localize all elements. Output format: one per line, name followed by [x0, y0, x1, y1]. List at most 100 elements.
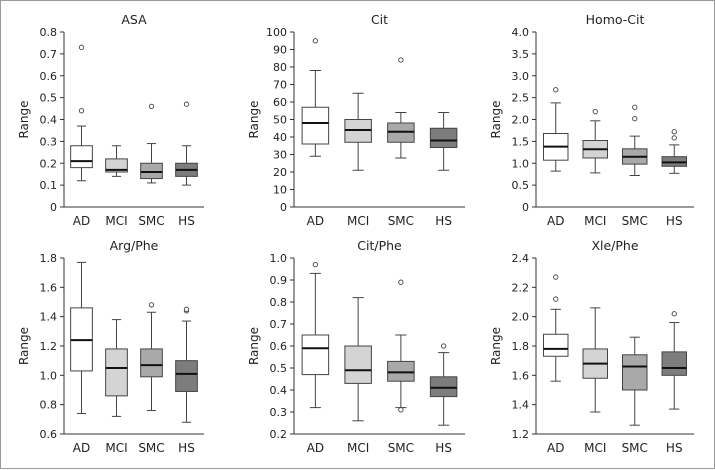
y-tick-label-xle-phe: 2.0	[512, 311, 530, 324]
box-asa-ad	[70, 44, 93, 182]
x-tick-label-asa-smc: SMC	[138, 214, 164, 228]
x-tick-label-asa-ad: AD	[73, 214, 90, 228]
y-axis-label-asa: Range	[17, 100, 31, 138]
y-tick-label-cit-phe: 0.2	[270, 428, 288, 441]
x-tick-label-cit-smc: SMC	[388, 214, 414, 228]
y-tick-label-cit: 60	[273, 96, 287, 109]
y-tick-label-cit: 0	[280, 201, 287, 214]
box-xle-phe-mci	[582, 307, 608, 413]
panel-title-asa: ASA	[121, 12, 147, 27]
y-tick-label-cit: 40	[273, 131, 287, 144]
y-tick-label-cit-phe: 0.7	[270, 318, 288, 331]
outlier-point	[671, 311, 677, 317]
y-tick-label-asa: 0.2	[40, 157, 58, 170]
y-tick-label-homo-cit: 0.5	[512, 179, 530, 192]
y-tick-label-arg-phe: 1.8	[40, 252, 58, 265]
x-tick-label-cit-phe-ad: AD	[307, 441, 324, 455]
y-tick-label-cit-phe: 0.4	[270, 384, 288, 397]
y-axis-label-arg-phe: Range	[17, 327, 31, 365]
outlier-point	[592, 108, 598, 115]
y-tick-label-homo-cit: 3.0	[512, 70, 530, 83]
x-tick-label-cit-mci: MCI	[347, 214, 369, 228]
panel-title-cit: Cit	[371, 12, 388, 27]
box-asa-hs	[175, 101, 198, 186]
box-body	[622, 354, 648, 391]
outlier-point	[632, 115, 638, 122]
y-tick-label-asa: 0.6	[40, 70, 58, 83]
panel-title-cit-phe: Cit/Phe	[357, 238, 402, 253]
box-body	[661, 351, 687, 376]
panel-title-arg-phe: Arg/Phe	[110, 238, 159, 253]
box-cit-phe-smc	[387, 279, 415, 413]
outlier-point	[78, 44, 85, 50]
box-cit-mci	[344, 92, 372, 171]
y-tick-label-arg-phe: 1.2	[40, 340, 58, 353]
x-tick-label-homo-cit-hs: HS	[666, 214, 683, 228]
panel-homo-cit: Homo-Cit Range 0 0.5 1.0 1.5 2.0 2.5 3.0 3.5 4.0 AD…	[489, 12, 694, 228]
y-tick-label-homo-cit: 3.5	[512, 48, 530, 61]
y-tick-label-homo-cit: 1.0	[512, 157, 530, 170]
box-xle-phe-ad	[543, 274, 569, 382]
box-body	[301, 106, 330, 145]
y-tick-label-xle-phe: 1.2	[512, 428, 530, 441]
box-xle-phe-hs	[661, 311, 687, 410]
y-tick-label-cit: 30	[273, 149, 287, 162]
box-body	[344, 345, 372, 384]
box-homo-cit-hs	[661, 129, 687, 174]
outlier-point	[148, 302, 155, 308]
box-body	[175, 360, 198, 392]
panel-cit: Cit Range 0 10 20 30 40 50 60 70 80 90 100 AD MCI SMC HS	[247, 12, 465, 228]
x-tick-label-asa-hs: HS	[178, 214, 195, 228]
y-tick-label-arg-phe: 0.8	[40, 399, 58, 412]
box-body	[105, 158, 128, 173]
y-tick-label-homo-cit: 0	[522, 201, 529, 214]
y-tick-label-cit-phe: 0.9	[270, 274, 288, 287]
x-tick-label-xle-phe-mci: MCI	[584, 441, 606, 455]
y-tick-label-xle-phe: 1.6	[512, 369, 530, 382]
box-arg-phe-ad	[70, 261, 93, 414]
box-body	[140, 348, 163, 378]
y-axis-label-cit-phe: Range	[247, 327, 261, 365]
x-tick-label-xle-phe-hs: HS	[666, 441, 683, 455]
box-cit-phe-ad	[301, 261, 330, 409]
box-xle-phe-smc	[622, 336, 648, 426]
y-tick-label-homo-cit: 1.5	[512, 135, 530, 148]
y-tick-label-cit: 50	[273, 114, 287, 127]
x-tick-label-arg-phe-ad: AD	[73, 441, 90, 455]
outlier-point	[440, 343, 447, 349]
y-tick-label-asa: 0.7	[40, 48, 58, 61]
y-tick-label-asa: 0	[50, 201, 57, 214]
y-tick-label-cit-phe: 0.3	[270, 406, 288, 419]
x-tick-label-asa-mci: MCI	[105, 214, 127, 228]
outlier-point	[183, 306, 190, 312]
outlier-point	[183, 101, 190, 107]
x-tick-label-homo-cit-mci: MCI	[584, 214, 606, 228]
y-tick-label-xle-phe: 2.4	[512, 252, 530, 265]
x-tick-label-arg-phe-smc: SMC	[138, 441, 164, 455]
y-tick-label-asa: 0.1	[40, 179, 58, 192]
outlier-point	[553, 87, 559, 93]
y-tick-label-cit: 100	[266, 26, 287, 39]
box-homo-cit-mci	[582, 108, 608, 174]
outlier-point	[553, 296, 559, 302]
x-tick-label-arg-phe-hs: HS	[178, 441, 195, 455]
box-body	[387, 360, 415, 382]
box-asa-smc	[140, 103, 163, 184]
x-tick-label-cit-phe-smc: SMC	[388, 441, 414, 455]
box-body	[429, 127, 458, 148]
y-tick-label-cit-phe: 0.8	[270, 296, 288, 309]
box-body	[140, 162, 163, 180]
y-tick-label-xle-phe: 2.2	[512, 281, 530, 294]
outlier-point	[148, 103, 155, 110]
y-tick-label-arg-phe: 1.0	[40, 369, 58, 382]
panel-cit-phe: Cit/Phe Range 0.2 0.3 0.4 0.5 0.6 0.7 0.8 0.9 1.0 A…	[247, 238, 465, 455]
y-tick-label-arg-phe: 1.6	[40, 281, 58, 294]
y-tick-label-asa: 0.4	[40, 114, 58, 127]
box-cit-phe-mci	[344, 297, 372, 422]
y-tick-label-homo-cit: 4.0	[512, 26, 530, 39]
y-tick-label-homo-cit: 2.5	[512, 92, 530, 105]
y-tick-label-cit-phe: 1.0	[270, 252, 288, 265]
x-tick-label-cit-hs: HS	[435, 214, 452, 228]
box-cit-phe-hs	[429, 343, 458, 426]
